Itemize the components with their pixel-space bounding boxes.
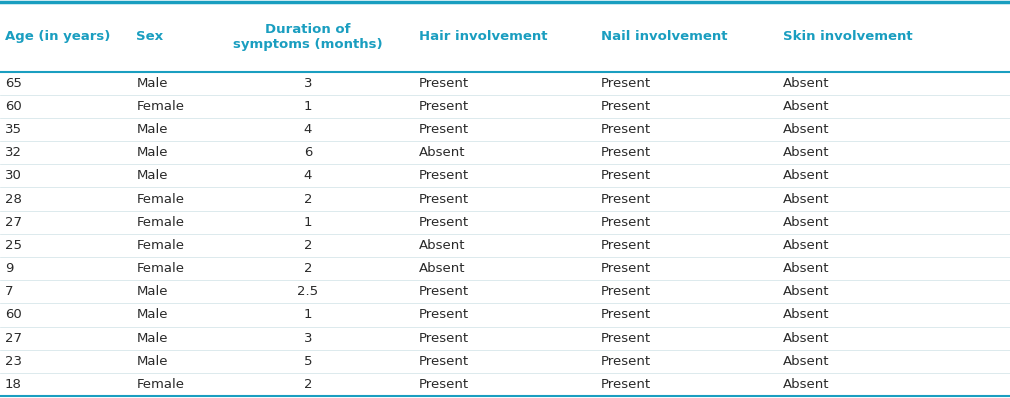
Text: 4: 4 [304, 123, 312, 136]
Text: Absent: Absent [783, 378, 829, 391]
Text: 1: 1 [304, 100, 312, 113]
Text: Present: Present [601, 378, 651, 391]
Text: 32: 32 [5, 146, 22, 159]
Text: Female: Female [136, 100, 185, 113]
Text: 1: 1 [304, 308, 312, 322]
Text: Present: Present [419, 170, 470, 182]
Text: Absent: Absent [783, 193, 829, 206]
Text: 60: 60 [5, 308, 22, 322]
Text: Absent: Absent [419, 262, 466, 275]
Text: Present: Present [601, 332, 651, 345]
Text: Present: Present [419, 285, 470, 298]
Text: Absent: Absent [783, 355, 829, 368]
Text: Female: Female [136, 378, 185, 391]
Text: 7: 7 [5, 285, 13, 298]
Text: Present: Present [419, 123, 470, 136]
Text: Absent: Absent [783, 170, 829, 182]
Text: 4: 4 [304, 170, 312, 182]
Text: Absent: Absent [419, 239, 466, 252]
Text: Present: Present [419, 193, 470, 206]
Text: 65: 65 [5, 77, 22, 90]
Text: Nail involvement: Nail involvement [601, 30, 727, 43]
Text: Present: Present [419, 332, 470, 345]
Text: Present: Present [601, 146, 651, 159]
Text: Absent: Absent [783, 308, 829, 322]
Text: 9: 9 [5, 262, 13, 275]
Text: 2: 2 [304, 193, 312, 206]
Text: Present: Present [601, 100, 651, 113]
Text: Absent: Absent [783, 285, 829, 298]
Text: Present: Present [601, 355, 651, 368]
Text: 18: 18 [5, 378, 22, 391]
Text: Female: Female [136, 193, 185, 206]
Text: 35: 35 [5, 123, 22, 136]
Text: 25: 25 [5, 239, 22, 252]
Text: 1: 1 [304, 216, 312, 229]
Text: Present: Present [419, 77, 470, 90]
Text: Absent: Absent [783, 123, 829, 136]
Text: 30: 30 [5, 170, 22, 182]
Text: Present: Present [419, 216, 470, 229]
Text: Duration of
symptoms (months): Duration of symptoms (months) [233, 23, 383, 51]
Text: Present: Present [601, 216, 651, 229]
Text: Present: Present [601, 77, 651, 90]
Text: Absent: Absent [783, 100, 829, 113]
Text: Present: Present [601, 193, 651, 206]
Text: Male: Male [136, 77, 168, 90]
Text: Female: Female [136, 216, 185, 229]
Text: 23: 23 [5, 355, 22, 368]
Text: Age (in years): Age (in years) [5, 30, 110, 43]
Text: 2: 2 [304, 239, 312, 252]
Text: Male: Male [136, 146, 168, 159]
Text: Present: Present [419, 378, 470, 391]
Text: Absent: Absent [419, 146, 466, 159]
Text: Male: Male [136, 355, 168, 368]
Text: Hair involvement: Hair involvement [419, 30, 547, 43]
Text: 60: 60 [5, 100, 22, 113]
Text: Present: Present [419, 100, 470, 113]
Text: Sex: Sex [136, 30, 164, 43]
Text: 27: 27 [5, 332, 22, 345]
Text: Male: Male [136, 332, 168, 345]
Text: Present: Present [419, 308, 470, 322]
Text: 28: 28 [5, 193, 22, 206]
Text: Female: Female [136, 262, 185, 275]
Text: Absent: Absent [783, 239, 829, 252]
Text: Present: Present [601, 285, 651, 298]
Text: 5: 5 [304, 355, 312, 368]
Text: Present: Present [601, 308, 651, 322]
Text: Absent: Absent [783, 77, 829, 90]
Text: Present: Present [601, 239, 651, 252]
Text: 2: 2 [304, 262, 312, 275]
Text: 3: 3 [304, 332, 312, 345]
Text: 6: 6 [304, 146, 312, 159]
Text: Present: Present [601, 123, 651, 136]
Text: Present: Present [601, 262, 651, 275]
Text: 2.5: 2.5 [298, 285, 318, 298]
Text: Present: Present [601, 170, 651, 182]
Text: Absent: Absent [783, 216, 829, 229]
Text: Present: Present [419, 355, 470, 368]
Text: Absent: Absent [783, 332, 829, 345]
Text: Male: Male [136, 308, 168, 322]
Text: 3: 3 [304, 77, 312, 90]
Text: Absent: Absent [783, 262, 829, 275]
Text: 27: 27 [5, 216, 22, 229]
Text: Male: Male [136, 123, 168, 136]
Text: Female: Female [136, 239, 185, 252]
Text: 2: 2 [304, 378, 312, 391]
Text: Skin involvement: Skin involvement [783, 30, 912, 43]
Text: Male: Male [136, 285, 168, 298]
Text: Absent: Absent [783, 146, 829, 159]
Text: Male: Male [136, 170, 168, 182]
